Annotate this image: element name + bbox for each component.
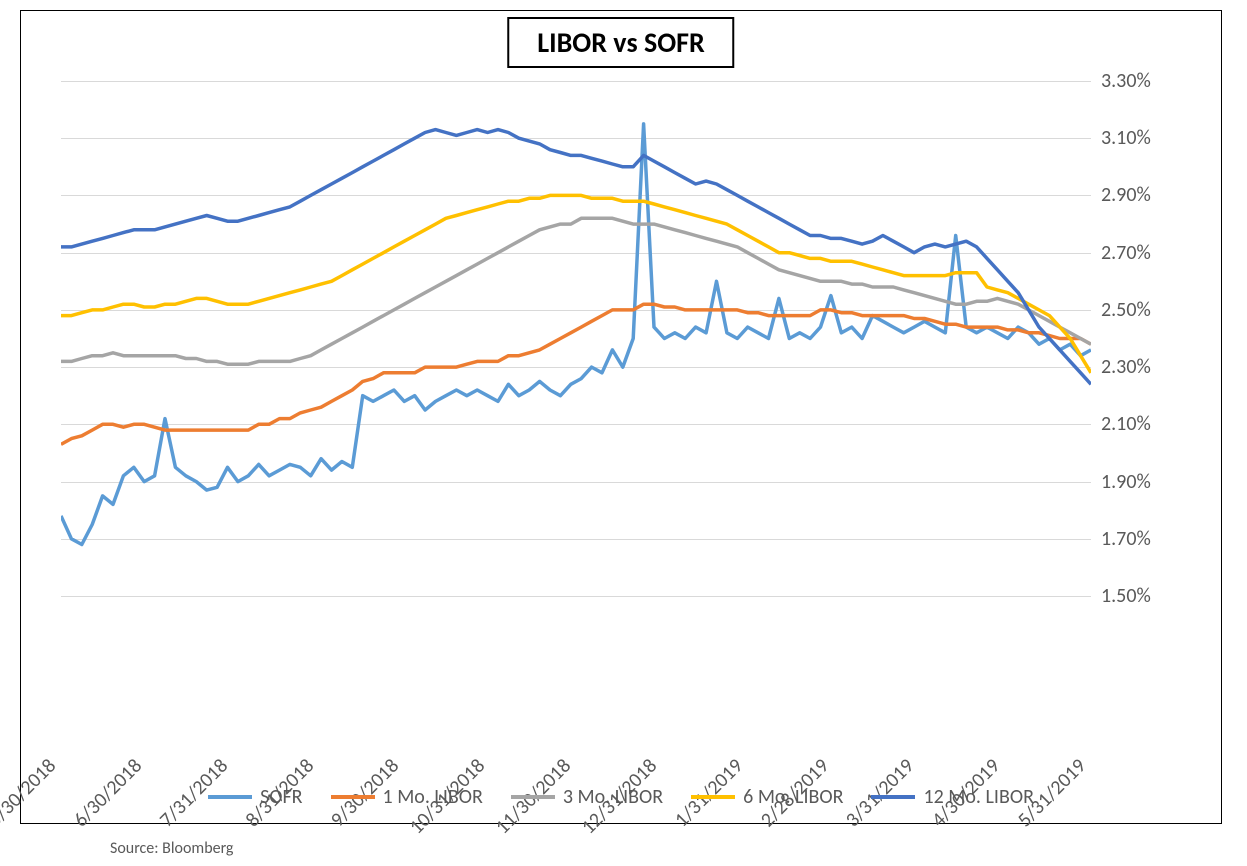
- legend-label: 3 Mo. LIBOR: [563, 785, 663, 809]
- y-tick-label: 3.10%: [1101, 126, 1151, 150]
- y-tick-label: 1.90%: [1101, 470, 1151, 494]
- series-line-1-mo-libor: [61, 304, 1091, 444]
- source-text: Source: Bloomberg: [110, 839, 233, 858]
- plot-area: [61, 81, 1091, 596]
- legend: SOFR 1 Mo. LIBOR 3 Mo. LIBOR 6 Mo. LIBOR 12 …: [21, 777, 1221, 817]
- y-tick-label: 3.30%: [1101, 69, 1151, 93]
- y-tick-label: 2.30%: [1101, 355, 1151, 379]
- series-line-12-mo-libor: [61, 130, 1091, 385]
- chart-frame: LIBOR vs SOFR 1.50% 1.70% 1.90% 2.10% 2.30% 2…: [20, 10, 1222, 824]
- y-tick-label: 2.70%: [1101, 241, 1151, 265]
- legend-label: 6 Mo. LIBOR: [743, 785, 843, 809]
- legend-swatch: [511, 795, 555, 799]
- chart-title: LIBOR vs SOFR: [507, 17, 734, 68]
- legend-item: 3 Mo. LIBOR: [511, 785, 663, 809]
- legend-label: 12 Mo. LIBOR: [923, 785, 1033, 809]
- y-tick-label: 2.10%: [1101, 412, 1151, 436]
- y-tick-label: 1.50%: [1101, 584, 1151, 608]
- legend-item: SOFR: [208, 785, 302, 809]
- y-tick-label: 1.70%: [1101, 527, 1151, 551]
- x-axis: 5/30/20186/30/20187/31/20188/31/20189/30…: [61, 601, 1091, 771]
- legend-swatch: [691, 795, 735, 799]
- legend-label: 1 Mo. LIBOR: [383, 785, 483, 809]
- y-tick-label: 2.50%: [1101, 298, 1151, 322]
- legend-swatch: [871, 795, 915, 799]
- legend-item: 12 Mo. LIBOR: [871, 785, 1033, 809]
- legend-swatch: [331, 795, 375, 799]
- line-series-svg: [61, 81, 1091, 596]
- legend-swatch: [208, 795, 252, 799]
- series-line-sofr: [61, 124, 1091, 545]
- legend-label: SOFR: [260, 785, 302, 809]
- chart-container: LIBOR vs SOFR 1.50% 1.70% 1.90% 2.10% 2.30% 2…: [0, 0, 1247, 866]
- y-axis: 1.50%1.70%1.90%2.10%2.30%2.50%2.70%2.90%…: [1101, 81, 1201, 596]
- gridline: [61, 596, 1091, 597]
- legend-item: 1 Mo. LIBOR: [331, 785, 483, 809]
- legend-item: 6 Mo. LIBOR: [691, 785, 843, 809]
- y-tick-label: 2.90%: [1101, 183, 1151, 207]
- series-line-3-mo-libor: [61, 218, 1091, 364]
